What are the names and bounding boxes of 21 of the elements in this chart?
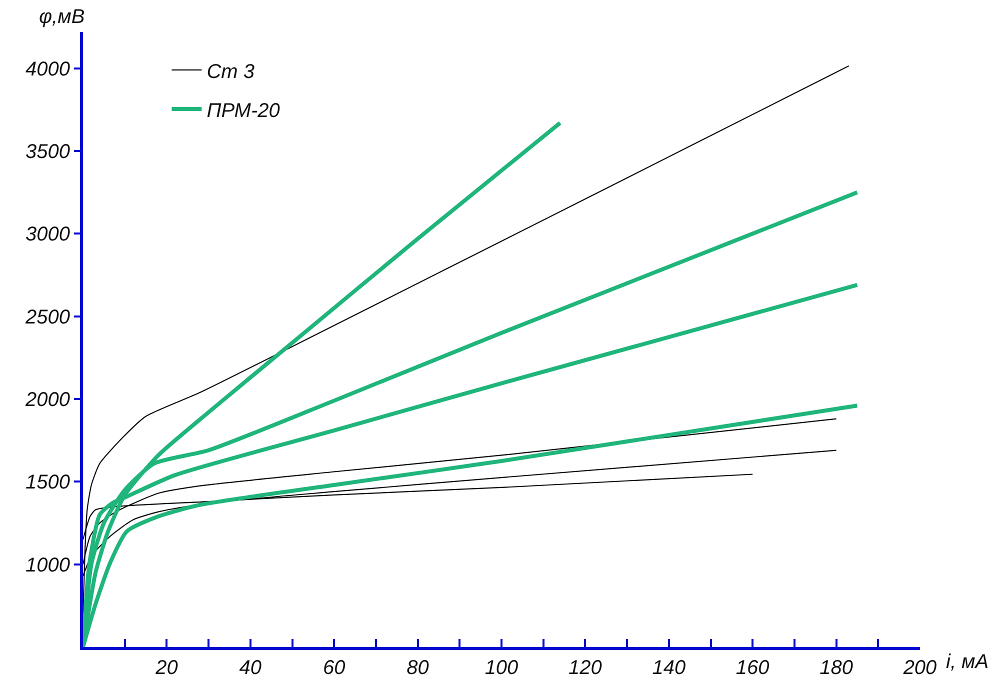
y-tick-label: 3000 <box>26 224 70 246</box>
y-tick-label: 3500 <box>26 141 70 164</box>
x-tick-label: 80 <box>406 657 429 679</box>
y-tick-label: 2500 <box>24 306 70 328</box>
x-tick-label: 160 <box>736 657 770 679</box>
y-axis-title: φ,мВ <box>39 6 85 28</box>
x-axis-title: i, мА <box>946 651 989 673</box>
x-tick-label: 60 <box>322 657 346 679</box>
x-tick-label: 100 <box>484 657 518 679</box>
x-tick-label: 180 <box>820 657 853 679</box>
x-tick-label: 20 <box>154 657 178 679</box>
y-tick-label: 4000 <box>26 58 70 80</box>
x-tick-label: 140 <box>652 657 686 679</box>
y-tick-label: 2000 <box>24 389 70 412</box>
x-tick-label: 40 <box>239 657 262 679</box>
legend-label: Ст 3 <box>206 60 254 83</box>
y-tick-label: 1000 <box>26 554 70 576</box>
x-tick-label: 120 <box>568 657 602 679</box>
legend-label: ПРМ-20 <box>206 100 280 122</box>
y-tick-label: 1500 <box>26 472 70 494</box>
x-tick-label: 200 <box>902 657 937 679</box>
